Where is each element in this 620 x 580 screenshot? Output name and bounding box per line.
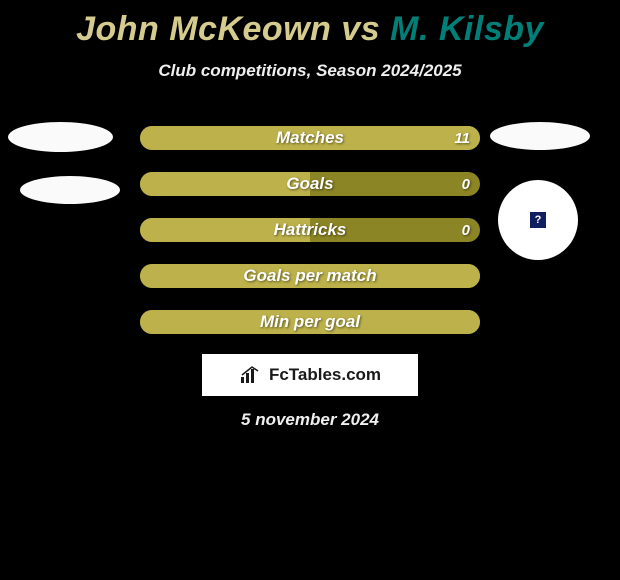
stat-value: 0 xyxy=(462,176,470,193)
stat-label: Min per goal xyxy=(140,312,480,332)
stat-bar: Hattricks0 xyxy=(140,218,480,242)
decor-ellipse-right-1 xyxy=(490,122,590,150)
player1-name: John McKeown xyxy=(76,10,331,48)
stat-bar: Min per goal xyxy=(140,310,480,334)
decor-ellipse-left-2 xyxy=(20,176,120,204)
question-icon: ? xyxy=(530,212,546,228)
stat-bar: Goals per match xyxy=(140,264,480,288)
brand-text: FcTables.com xyxy=(269,365,381,385)
stat-label: Matches xyxy=(140,128,480,148)
chart-icon xyxy=(239,365,263,385)
stat-value: 0 xyxy=(462,222,470,239)
stat-value: 11 xyxy=(454,130,470,147)
stat-bar: Matches11 xyxy=(140,126,480,150)
player2-name: M. Kilsby xyxy=(390,10,544,48)
stats-bars: Matches11Goals0Hattricks0Goals per match… xyxy=(140,126,480,356)
season-subtitle: Club competitions, Season 2024/2025 xyxy=(0,61,620,81)
stat-label: Goals per match xyxy=(140,266,480,286)
stat-label: Goals xyxy=(140,174,480,194)
stat-label: Hattricks xyxy=(140,220,480,240)
vs-label: vs xyxy=(341,10,380,48)
player-photo-placeholder: ? xyxy=(498,180,578,260)
brand-box: FcTables.com xyxy=(202,354,418,396)
page-title: John McKeown vs M. Kilsby xyxy=(0,0,620,49)
date-label: 5 november 2024 xyxy=(0,410,620,430)
stat-bar: Goals0 xyxy=(140,172,480,196)
decor-ellipse-left-1 xyxy=(8,122,113,152)
